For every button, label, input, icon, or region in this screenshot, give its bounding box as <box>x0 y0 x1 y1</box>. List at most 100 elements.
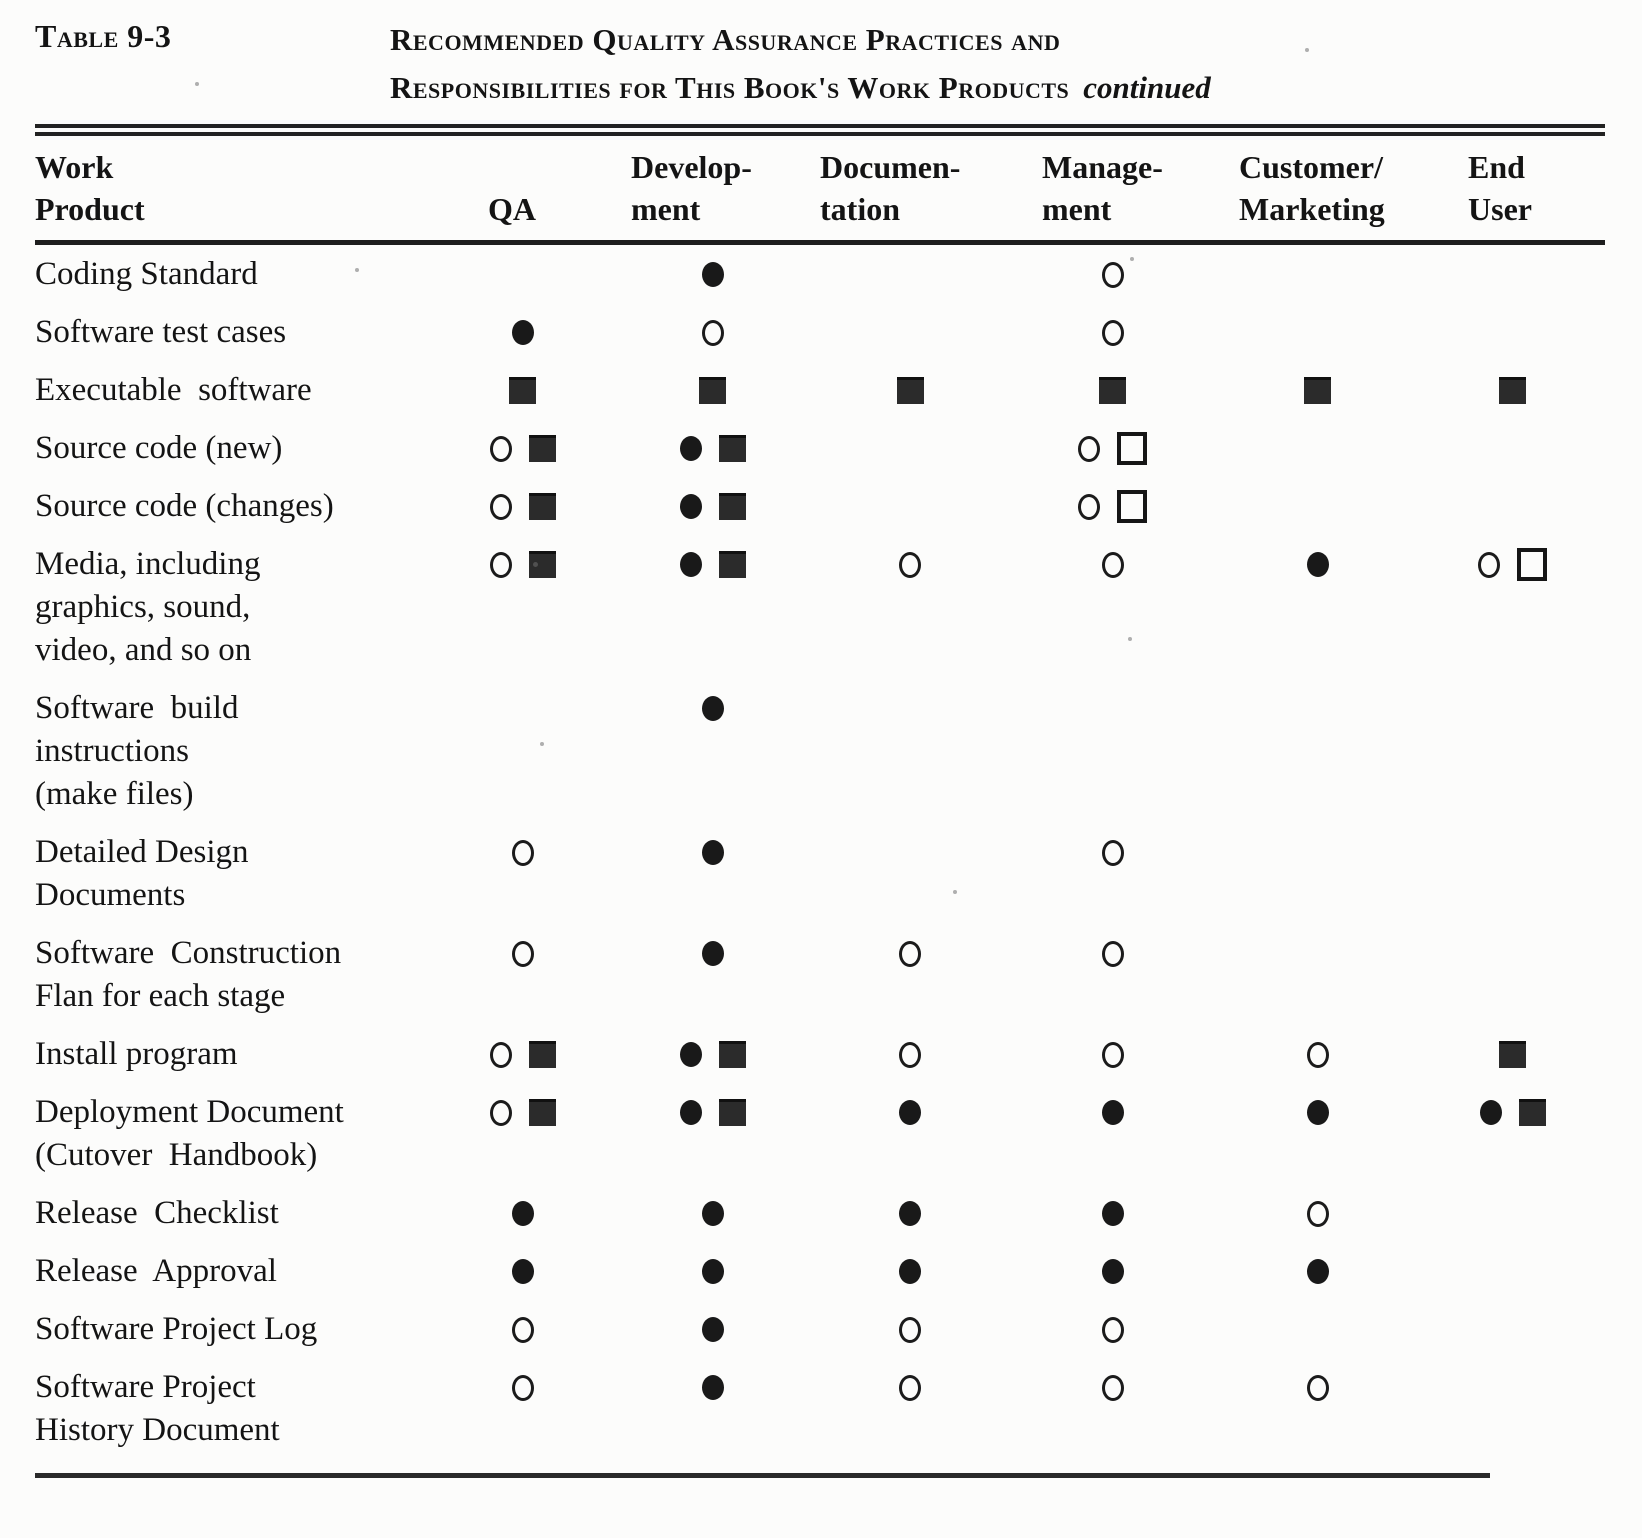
customer_marketing-cell <box>1215 1308 1420 1366</box>
open-circle-icon <box>899 940 921 967</box>
symbol-group <box>810 311 1010 354</box>
symbol-group <box>1215 932 1420 975</box>
filled-circle-icon <box>701 1201 724 1226</box>
work-product-cell: Software test cases <box>35 311 430 369</box>
management-cell <box>1010 311 1215 369</box>
filled-square-icon <box>509 377 536 404</box>
filled-circle-icon <box>1306 1259 1329 1284</box>
symbol-group <box>1010 1366 1215 1409</box>
symbol-group <box>1215 485 1420 528</box>
development-cell <box>615 932 810 1033</box>
table-title-line2-text: Responsibilities for This Book's Work Pr… <box>390 70 1070 105</box>
customer_marketing-cell <box>1215 831 1420 932</box>
documentation-cell <box>810 831 1010 932</box>
symbol-group <box>1215 1366 1420 1409</box>
qa-cell <box>430 687 615 831</box>
symbol-group <box>1420 543 1605 586</box>
filled-circle-icon <box>679 1042 702 1067</box>
end_user-cell <box>1420 1192 1605 1250</box>
end_user-cell <box>1420 831 1605 932</box>
symbol-group <box>430 543 615 586</box>
table-row: Detailed Design Documents <box>35 831 1605 932</box>
end_user-cell <box>1420 311 1605 369</box>
open-circle-icon <box>1478 551 1500 578</box>
filled-circle-icon <box>679 436 702 461</box>
symbol-group <box>810 1033 1010 1076</box>
column-header-line: User <box>1468 191 1532 227</box>
filled-circle-icon <box>701 262 724 287</box>
documentation-cell <box>810 1091 1010 1192</box>
symbol-group <box>1420 932 1605 975</box>
symbol-group <box>810 831 1010 874</box>
symbol-group <box>810 1366 1010 1409</box>
management-cell <box>1010 831 1215 932</box>
filled-circle-icon <box>1479 1100 1502 1125</box>
symbol-group <box>1215 369 1420 412</box>
filled-square-icon <box>718 551 746 578</box>
symbol-group <box>615 687 810 730</box>
symbol-group <box>1215 1033 1420 1076</box>
qa-responsibilities-table: Work Product QA Develop-ment Documen-tation M… <box>35 124 1605 1467</box>
development-cell <box>615 1091 810 1192</box>
development-cell <box>615 1192 810 1250</box>
qa-cell <box>430 1308 615 1366</box>
symbol-group <box>1420 311 1605 354</box>
qa-cell <box>430 543 615 687</box>
column-header-management: Manage-ment <box>1010 124 1215 245</box>
open-circle-icon <box>489 1099 512 1126</box>
filled-square-icon <box>1518 1099 1546 1126</box>
open-circle-icon <box>1101 261 1124 288</box>
work-product-cell: Executable software <box>35 369 430 427</box>
table-title: Recommended Quality Assurance Practices … <box>390 16 1211 112</box>
column-header-line: tation <box>820 191 900 227</box>
open-circle-icon <box>1306 1374 1329 1401</box>
symbol-group <box>430 253 615 296</box>
end_user-cell <box>1420 1250 1605 1308</box>
end_user-cell <box>1420 1308 1605 1366</box>
open-square-icon <box>1117 490 1147 523</box>
qa-cell <box>430 1250 615 1308</box>
work-product-label: graphics, sound, <box>35 589 251 625</box>
symbol-group <box>810 1250 1010 1293</box>
symbol-group <box>615 543 810 586</box>
filled-square-icon <box>1304 377 1331 404</box>
work-product-label: Documents <box>35 877 186 913</box>
column-header-line: QA <box>488 191 536 227</box>
symbol-group <box>1010 687 1215 730</box>
table-row: Release Checklist <box>35 1192 1605 1250</box>
table-number-label: Table 9-3 <box>35 18 172 54</box>
development-cell <box>615 1033 810 1091</box>
qa-cell <box>430 427 615 485</box>
column-header-line: Product <box>35 191 145 227</box>
documentation-cell <box>810 1308 1010 1366</box>
open-circle-icon <box>489 551 512 578</box>
open-circle-icon <box>1101 319 1124 346</box>
work-product-cell: Media, including graphics, sound, video, a… <box>35 543 430 687</box>
open-circle-icon <box>1101 1374 1124 1401</box>
table-bottom-rule <box>35 1473 1490 1478</box>
management-cell <box>1010 932 1215 1033</box>
open-circle-icon <box>1078 493 1100 520</box>
symbol-group <box>810 485 1010 528</box>
column-header-customer_marketing: Customer/Marketing <box>1215 124 1420 245</box>
filled-square-icon <box>1499 1041 1526 1068</box>
work-product-cell: Detailed Design Documents <box>35 831 430 932</box>
symbol-group <box>1215 831 1420 874</box>
symbol-group <box>1215 543 1420 586</box>
symbol-group <box>430 1033 615 1076</box>
management-cell <box>1010 485 1215 543</box>
symbol-group <box>1420 687 1605 730</box>
customer_marketing-cell <box>1215 311 1420 369</box>
symbol-group <box>1420 369 1605 412</box>
symbol-group <box>430 1192 615 1235</box>
filled-circle-icon <box>899 1100 921 1125</box>
management-cell <box>1010 369 1215 427</box>
symbol-group <box>1215 311 1420 354</box>
symbol-group <box>430 369 615 412</box>
open-circle-icon <box>511 940 534 967</box>
symbol-group <box>615 831 810 874</box>
open-circle-icon <box>511 1374 534 1401</box>
symbol-group <box>615 311 810 354</box>
open-circle-icon <box>1101 1316 1124 1343</box>
symbol-group <box>1010 1250 1215 1293</box>
